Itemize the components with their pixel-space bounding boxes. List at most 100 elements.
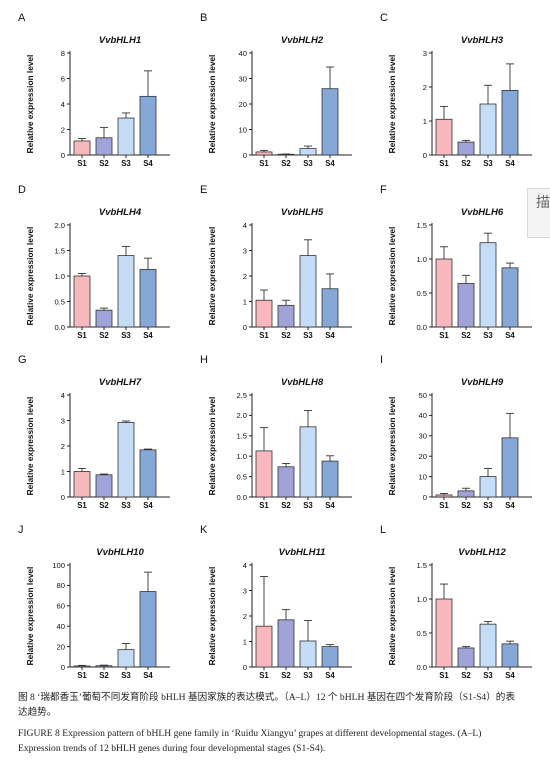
chart-panel-f: F VvbHLH6 Relative expression level 0.0 0.5 1… (380, 184, 532, 340)
y-tick-label: 3 (61, 416, 65, 425)
y-tick-label: 60 (57, 602, 65, 611)
bar-s3 (479, 242, 497, 328)
bar-s1 (255, 299, 273, 328)
y-tick-label: 0.5 (54, 297, 65, 306)
x-tick-label: S2 (281, 331, 291, 340)
bar-s1 (435, 258, 453, 328)
y-axis-label: Relative expression level (387, 567, 397, 666)
caption-chinese: 图 8 ‘瑞都香玉’葡萄不同发育阶段 bHLH 基因家族的表达模式。（A–L）1… (18, 692, 515, 718)
y-tick-label: 1.5 (54, 246, 65, 255)
y-axis-label: Relative expression level (25, 397, 35, 496)
chart-panel-e: E VvbHLH5 Relative expression level 0 1 2 3 4 S1… (200, 184, 352, 340)
bar-s3 (117, 422, 135, 498)
x-tick-label: S4 (505, 159, 515, 168)
panel-letter: K (200, 524, 208, 536)
x-tick-label: S1 (77, 159, 87, 168)
x-tick-label: S3 (483, 159, 493, 168)
bar-s2 (457, 647, 475, 668)
panel-letter: D (18, 184, 26, 196)
bar-s2 (95, 474, 113, 498)
chart-panel-l: L VvbHLH12 Relative expression level 0.0 0.5… (380, 524, 532, 680)
x-tick-label: S2 (281, 671, 291, 680)
x-tick-label: S4 (143, 671, 153, 680)
y-tick-label: 1.0 (236, 452, 247, 461)
y-tick-label: 40 (57, 622, 65, 631)
y-tick-label: 10 (239, 125, 247, 134)
chart-panel-b: B VvbHLH2 Relative expression level 0 10 20 30… (200, 12, 352, 168)
chart-panel-h: H VvbHLH8 Relative expression level 0.0 0.5 1… (200, 354, 352, 510)
bar-s1 (255, 450, 273, 498)
y-tick-label: 2 (243, 272, 247, 281)
chart-panel-j: J VvbHLH10 Relative expression level 0 20 40 6… (18, 524, 170, 680)
y-axis-label: Relative expression level (387, 397, 397, 496)
y-tick-label: 2 (423, 83, 427, 92)
y-tick-label: 2 (61, 442, 65, 451)
x-tick-label: S3 (303, 501, 313, 510)
y-tick-label: 0 (61, 151, 65, 160)
y-tick-label: 1.5 (236, 432, 247, 441)
bar-s3 (117, 649, 135, 668)
y-tick-label: 1.0 (416, 595, 427, 604)
bar-s2 (277, 466, 295, 498)
bar-s2 (277, 304, 295, 328)
x-tick-label: S2 (281, 501, 291, 510)
y-tick-label: 1 (423, 117, 427, 126)
chart-title: VvbHLH3 (461, 35, 504, 46)
y-tick-label: 4 (61, 391, 65, 400)
bar-s3 (117, 255, 135, 328)
x-tick-label: S1 (259, 159, 269, 168)
y-tick-label: 0.0 (54, 323, 65, 332)
y-tick-label: 20 (57, 642, 65, 651)
x-tick-label: S3 (121, 159, 131, 168)
panel-letter: C (380, 12, 388, 24)
y-tick-label: 0.5 (416, 289, 427, 298)
x-tick-label: S2 (461, 331, 471, 340)
x-tick-label: S1 (439, 159, 449, 168)
x-tick-label: S2 (99, 501, 109, 510)
x-tick-label: S3 (483, 331, 493, 340)
y-axis-label: Relative expression level (207, 567, 217, 666)
x-tick-label: S4 (325, 501, 335, 510)
chart-panel-c: C VvbHLH3 Relative expression level 0 1 2 3 S1 S… (380, 12, 532, 168)
y-tick-label: 30 (239, 74, 247, 83)
bar-s1 (73, 275, 91, 328)
y-tick-label: 20 (239, 100, 247, 109)
bar-s3 (117, 117, 135, 156)
y-tick-label: 1.0 (416, 255, 427, 264)
y-axis-label: Relative expression level (387, 227, 397, 326)
bar-s3 (479, 103, 497, 156)
y-tick-label: 1.0 (54, 272, 65, 281)
chart-panel-a: A VvbHLH1 Relative expression level 0 2 4 6 8 S1… (18, 12, 170, 168)
side-tab[interactable]: 描 (可 (527, 188, 550, 238)
chart-panel-k: K VvbHLH11 Relative expression level 0 1 2 3 4 S… (200, 524, 352, 680)
y-tick-label: 0 (243, 323, 247, 332)
y-tick-label: 1.5 (416, 561, 427, 570)
chart-title: VvbHLH10 (96, 547, 144, 558)
bar-s4 (321, 88, 339, 156)
bar-s2 (457, 283, 475, 328)
y-tick-label: 0 (61, 663, 65, 672)
bar-s4 (501, 643, 519, 668)
x-tick-label: S2 (461, 671, 471, 680)
y-tick-label: 1 (243, 637, 247, 646)
bar-s2 (457, 490, 475, 498)
y-tick-label: 0 (243, 151, 247, 160)
x-tick-label: S2 (99, 331, 109, 340)
y-tick-label: 0.0 (416, 663, 427, 672)
x-tick-label: S4 (505, 501, 515, 510)
x-tick-label: S4 (325, 671, 335, 680)
x-tick-label: S1 (259, 501, 269, 510)
x-tick-label: S3 (121, 501, 131, 510)
y-tick-label: 8 (61, 49, 65, 58)
panel-letter: A (18, 12, 26, 24)
x-tick-label: S3 (483, 501, 493, 510)
x-tick-label: S4 (505, 671, 515, 680)
y-tick-label: 1.5 (416, 221, 427, 230)
y-tick-label: 4 (61, 100, 65, 109)
bar-s4 (321, 646, 339, 668)
chart-title: VvbHLH4 (99, 207, 142, 218)
bar-s3 (299, 640, 317, 668)
panel-letter: J (18, 524, 24, 536)
bar-s2 (277, 619, 295, 668)
chart-title: VvbHLH12 (458, 547, 506, 558)
